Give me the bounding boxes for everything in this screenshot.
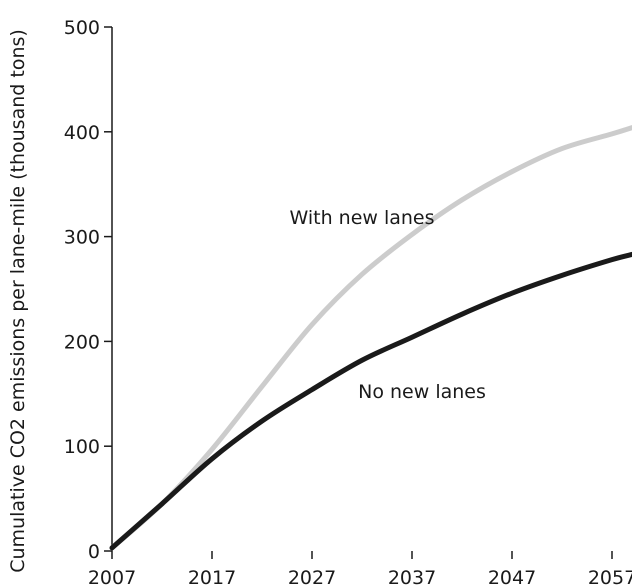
series-line-1 [109, 251, 632, 551]
y-tick-label: 100 [64, 436, 100, 458]
y-tick-label: 400 [64, 122, 100, 144]
series-layer [109, 125, 632, 551]
series-annotation: No new lanes [358, 381, 486, 403]
y-tick-label: 0 [88, 541, 100, 563]
x-tick-label: 2017 [188, 567, 236, 588]
series-annotation: With new lanes [289, 207, 434, 229]
y-axis-title: Cumulative CO2 emissions per lane-mile (… [7, 29, 29, 573]
x-tick-label: 2027 [288, 567, 336, 588]
labels-layer: With new lanes No new lanes [289, 207, 485, 403]
x-tick-label: 2047 [488, 567, 536, 588]
y-tick-label: 300 [64, 227, 100, 249]
axes: 0 100 200 300 400 500 2007 2017 2027 2037 2047 2057… [7, 17, 632, 588]
x-tick-label: 2037 [388, 567, 436, 588]
y-tick-label: 200 [64, 331, 100, 353]
y-tick-label: 500 [64, 17, 100, 39]
x-tick-label: 2057 [588, 567, 632, 588]
series-line-0 [109, 125, 632, 551]
x-tick-label: 2007 [88, 567, 136, 588]
